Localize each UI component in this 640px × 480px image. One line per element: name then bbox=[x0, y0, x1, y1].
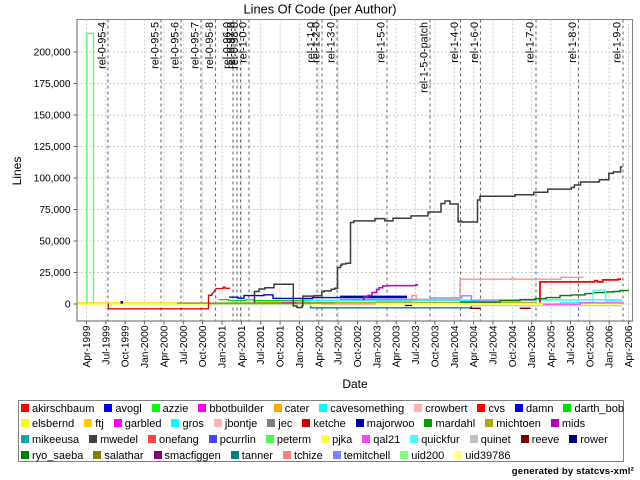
svg-text:Apr-2000: Apr-2000 bbox=[159, 325, 170, 367]
svg-text:Apr-2004: Apr-2004 bbox=[469, 325, 480, 367]
svg-text:0: 0 bbox=[65, 300, 71, 311]
svg-text:Oct-2003: Oct-2003 bbox=[430, 325, 441, 367]
svg-text:Jul-2002: Jul-2002 bbox=[334, 325, 345, 364]
svg-text:rel-1-7-0: rel-1-7-0 bbox=[525, 22, 537, 63]
svg-text:rel-0-95-6: rel-0-95-6 bbox=[170, 22, 182, 69]
svg-text:75,000: 75,000 bbox=[39, 205, 70, 216]
svg-text:Jul-2003: Jul-2003 bbox=[411, 325, 422, 364]
svg-text:rel-1-4-0: rel-1-4-0 bbox=[449, 22, 461, 63]
svg-text:Jan-2006: Jan-2006 bbox=[605, 325, 616, 368]
svg-text:125,000: 125,000 bbox=[34, 142, 71, 153]
svg-text:Oct-2004: Oct-2004 bbox=[508, 325, 519, 367]
svg-text:100,000: 100,000 bbox=[34, 174, 71, 185]
svg-text:rel-1-8-0: rel-1-8-0 bbox=[567, 22, 579, 63]
svg-text:Jul-2004: Jul-2004 bbox=[489, 325, 500, 364]
svg-text:rel-0-95-7: rel-0-95-7 bbox=[190, 22, 202, 69]
svg-text:Apr-2006: Apr-2006 bbox=[624, 325, 635, 367]
svg-text:25,000: 25,000 bbox=[39, 268, 70, 279]
svg-text:Oct-2000: Oct-2000 bbox=[198, 325, 209, 367]
svg-text:Date: Date bbox=[342, 377, 368, 391]
svg-text:Oct-2001: Oct-2001 bbox=[276, 325, 287, 367]
svg-text:Oct-1999: Oct-1999 bbox=[121, 325, 132, 367]
svg-text:200,000: 200,000 bbox=[34, 48, 71, 59]
svg-text:175,000: 175,000 bbox=[34, 79, 71, 90]
svg-text:rel-1-9-0: rel-1-9-0 bbox=[612, 22, 624, 63]
svg-text:rel-1-0-0: rel-1-0-0 bbox=[238, 22, 250, 63]
svg-text:150,000: 150,000 bbox=[34, 111, 71, 122]
svg-text:rel-0-96-0: rel-0-96-0 bbox=[222, 22, 234, 69]
svg-text:rel-1-6-0: rel-1-6-0 bbox=[469, 22, 481, 63]
svg-text:Jan-2005: Jan-2005 bbox=[527, 325, 538, 368]
svg-text:Jul-1999: Jul-1999 bbox=[101, 325, 112, 364]
svg-text:Oct-2005: Oct-2005 bbox=[585, 325, 596, 367]
svg-text:rel-1-2-0: rel-1-2-0 bbox=[311, 22, 323, 63]
svg-text:rel-1-5-0-patch: rel-1-5-0-patch bbox=[419, 22, 431, 93]
svg-text:Jul-2005: Jul-2005 bbox=[566, 325, 577, 364]
svg-text:Apr-1999: Apr-1999 bbox=[82, 325, 93, 367]
svg-text:rel-0-97-0: rel-0-97-0 bbox=[226, 22, 238, 69]
svg-text:rel-1-5-0: rel-1-5-0 bbox=[376, 22, 388, 63]
svg-text:Jul-2001: Jul-2001 bbox=[256, 325, 267, 364]
svg-text:Lines Of Code (per Author): Lines Of Code (per Author) bbox=[244, 2, 397, 17]
svg-text:rel-0-98-0: rel-0-98-0 bbox=[229, 22, 241, 69]
svg-text:rel-1-3-0: rel-1-3-0 bbox=[326, 22, 338, 63]
svg-text:Apr-2002: Apr-2002 bbox=[314, 325, 325, 367]
svg-text:Jan-2000: Jan-2000 bbox=[140, 325, 151, 368]
svg-text:Apr-2001: Apr-2001 bbox=[237, 325, 248, 367]
svg-text:Jan-2004: Jan-2004 bbox=[450, 325, 461, 368]
svg-text:Jan-2001: Jan-2001 bbox=[218, 325, 229, 368]
svg-text:Jan-2002: Jan-2002 bbox=[295, 325, 306, 368]
svg-text:Apr-2005: Apr-2005 bbox=[547, 325, 558, 367]
svg-text:50,000: 50,000 bbox=[39, 237, 70, 248]
svg-text:Jan-2003: Jan-2003 bbox=[372, 325, 383, 368]
svg-text:Apr-2003: Apr-2003 bbox=[392, 325, 403, 367]
svg-text:rel-0-95-4: rel-0-95-4 bbox=[97, 22, 109, 69]
svg-text:rel-0-95-5: rel-0-95-5 bbox=[150, 22, 162, 69]
svg-text:rel-0-95-8: rel-0-95-8 bbox=[204, 22, 216, 69]
svg-text:Lines: Lines bbox=[10, 157, 24, 186]
svg-text:Jul-2000: Jul-2000 bbox=[179, 325, 190, 364]
svg-text:rel-1-1-0: rel-1-1-0 bbox=[306, 22, 318, 63]
svg-text:Oct-2002: Oct-2002 bbox=[353, 325, 364, 367]
